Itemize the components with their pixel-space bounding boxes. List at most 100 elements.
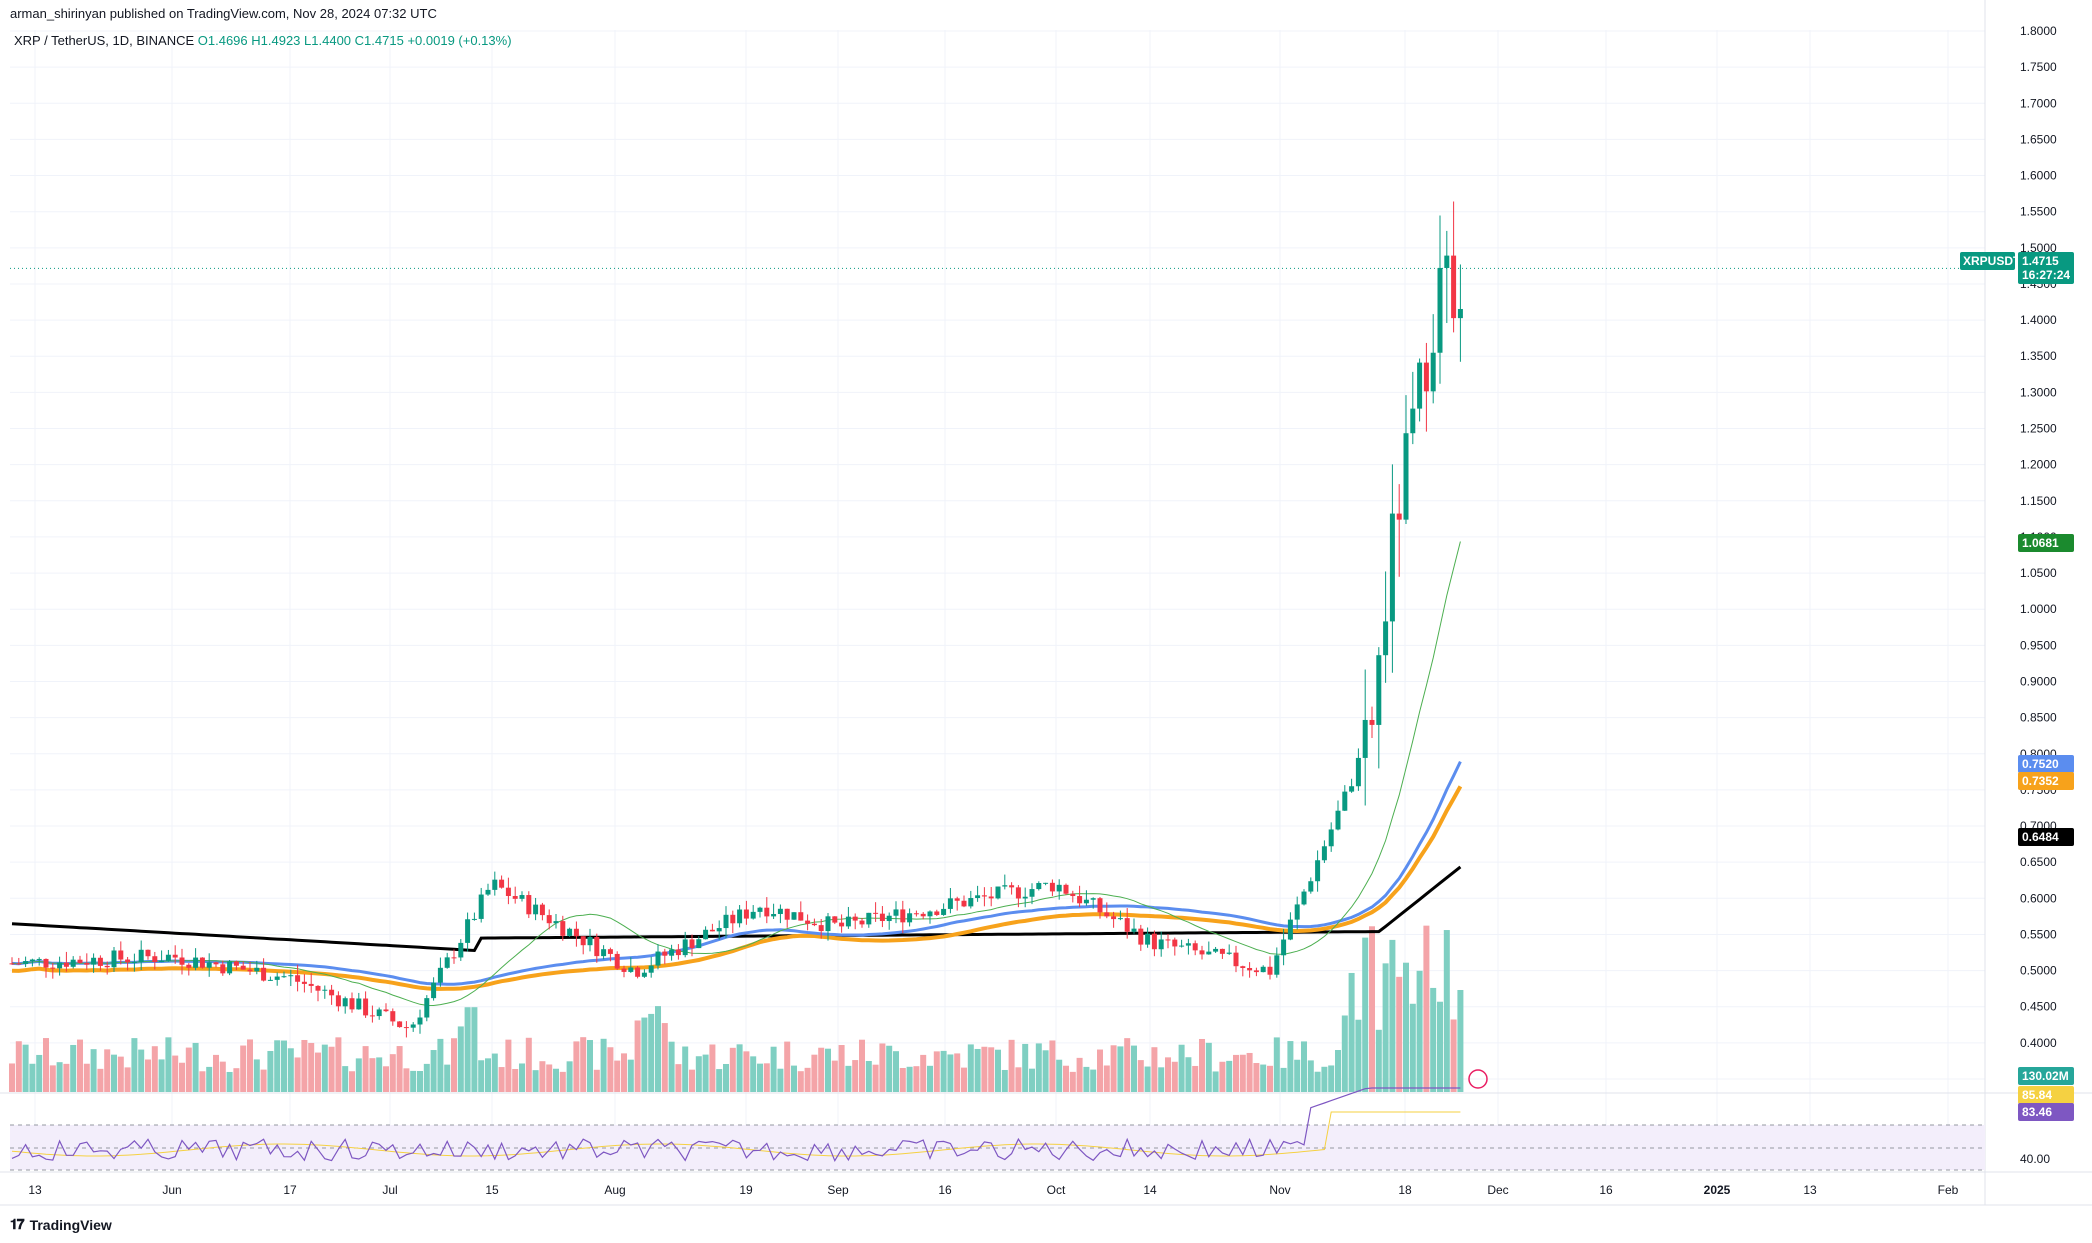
price-tick-label: 1.6500 [2020, 132, 2057, 146]
volume-bar [1144, 1066, 1151, 1092]
volume-bar [1246, 1052, 1253, 1092]
candle-body [152, 956, 158, 963]
candle-body [308, 983, 314, 986]
ema-50-line [11, 785, 1463, 991]
price-tick-label: 1.7000 [2020, 96, 2057, 110]
volume-bar [600, 1038, 607, 1092]
volume-bar [36, 1054, 43, 1092]
candle-body [913, 913, 919, 915]
volume-bar [1029, 1068, 1035, 1092]
volume-bar [1362, 937, 1369, 1092]
publish-info: arman_shirinyan published on TradingView… [10, 6, 437, 21]
candle-body [111, 950, 117, 968]
volume-bar [247, 1039, 253, 1092]
price-tick-label: 1.3000 [2020, 385, 2057, 399]
volume-bar [423, 1063, 430, 1092]
time-tick-label: 2025 [1704, 1183, 1731, 1197]
candle-body [329, 989, 335, 996]
volume-bar [1375, 1029, 1382, 1092]
price-tick-label: 0.6000 [2020, 891, 2057, 905]
candle-body [213, 962, 219, 965]
brand-label: TradingView [29, 1216, 112, 1233]
candle-body [1070, 893, 1076, 897]
candle-body [635, 967, 641, 977]
candle-body [832, 916, 838, 923]
candle-body [743, 909, 749, 919]
volume-bar [179, 1062, 185, 1092]
candle-body [1131, 928, 1137, 932]
time-tick-label: 16 [938, 1183, 952, 1197]
volume-bar [587, 1040, 593, 1092]
volume-bar [838, 1045, 845, 1092]
price-tick-label: 1.0000 [2020, 602, 2057, 616]
candle-body [492, 879, 498, 890]
candlesticks [9, 201, 1463, 1038]
candle-body [29, 959, 35, 962]
price-tick-label: 1.3500 [2020, 349, 2057, 363]
price-tick-label: 0.4500 [2020, 1000, 2057, 1014]
candle-body [125, 959, 131, 963]
volume-bar [777, 1068, 784, 1092]
volume-bar [967, 1044, 974, 1092]
candle-body [1430, 352, 1436, 392]
candle-body [1308, 881, 1314, 892]
volume-bar [1450, 1019, 1457, 1092]
candle-body [607, 949, 613, 954]
candle-body [689, 939, 695, 949]
candle-body [954, 898, 960, 901]
candle-body [1423, 362, 1429, 392]
candle-body [1104, 912, 1110, 917]
volume-bar [689, 1069, 695, 1092]
volume-bar [1328, 1065, 1335, 1092]
volume-bar [947, 1054, 954, 1092]
volume-bar [893, 1051, 899, 1092]
volume-bar [383, 1066, 389, 1092]
volume-bar [158, 1059, 165, 1092]
candle-body [1342, 791, 1348, 811]
candle-body [410, 1024, 416, 1028]
candle-body [675, 949, 681, 956]
candle-body [342, 998, 348, 1007]
candle-body [859, 920, 865, 925]
time-tick-label: 19 [739, 1183, 753, 1197]
tradingview-brand[interactable]: 𝟏𝟕 TradingView [10, 1216, 112, 1233]
candle-body [757, 907, 763, 912]
candle-body [1206, 951, 1212, 955]
candle-body [805, 920, 811, 924]
candle-body [1253, 970, 1259, 973]
volume-badge: 130.02M [2022, 1069, 2069, 1083]
candle-body [546, 915, 552, 924]
volume-bar [750, 1056, 757, 1092]
ma50-badge: 0.7520 [2022, 757, 2059, 771]
candle-body [1335, 810, 1341, 830]
candle-body [254, 967, 260, 972]
volume-bar [410, 1070, 417, 1092]
candle-body [1199, 950, 1205, 955]
candle-body [84, 962, 90, 965]
flash-icon [1468, 1069, 1488, 1089]
volume-bar [471, 1007, 478, 1092]
candle-body [641, 972, 647, 977]
volume-bar [1212, 1071, 1219, 1092]
candle-body [553, 921, 559, 924]
candle-body [247, 969, 253, 972]
volume-bar [1233, 1054, 1239, 1092]
volume-bar [825, 1048, 831, 1092]
candle-body [1049, 882, 1055, 892]
volume-bar [308, 1042, 315, 1092]
volume-bar [546, 1064, 553, 1092]
candle-body [322, 989, 328, 991]
volume-bar [1151, 1047, 1158, 1092]
volume-bar [451, 1038, 457, 1092]
candle-body [1117, 918, 1123, 920]
volume-bar [335, 1037, 342, 1092]
volume-bar [97, 1068, 104, 1092]
candle-body [465, 919, 471, 943]
candle-body [458, 942, 464, 958]
candle-body [1396, 513, 1402, 520]
candle-body [131, 961, 137, 963]
candle-body [784, 908, 790, 920]
candle-body [662, 951, 668, 956]
rsi-tick-label: 40.00 [2020, 1152, 2050, 1166]
